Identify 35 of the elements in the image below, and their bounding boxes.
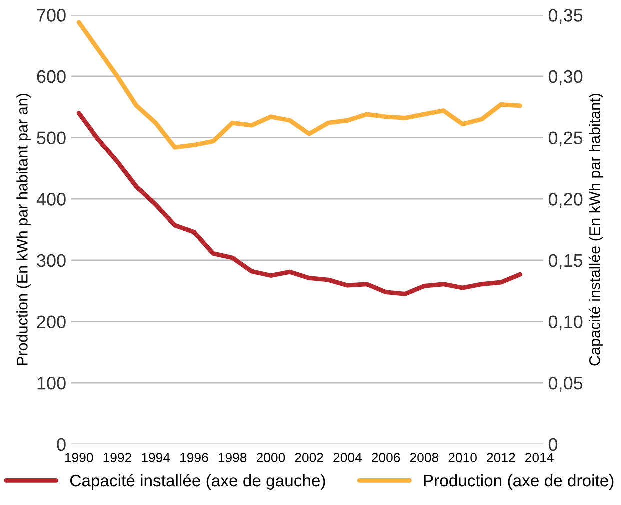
y2-tick-label: 0,35 <box>548 9 583 24</box>
y-tick-label: 500 <box>37 132 66 145</box>
y-tick-label: 400 <box>36 193 66 206</box>
x-tick-label: 2004 <box>334 453 362 462</box>
y2-tick-label: 0,10 <box>548 316 583 331</box>
x-tick-label: 2012 <box>487 453 516 462</box>
y-tick-label: 100 <box>38 377 66 390</box>
x-tick-label: 2008 <box>410 453 439 462</box>
x-tick-label: 2010 <box>448 453 477 462</box>
x-tick-label: 2006 <box>372 453 400 462</box>
x-tick-label: 2000 <box>256 453 286 462</box>
y-tick-label: 300 <box>37 254 66 268</box>
x-tick-label: 1996 <box>180 453 208 462</box>
y-axis-title: Production (En kWh par habitant par an) <box>16 94 31 366</box>
x-tick-label: 1994 <box>142 453 170 462</box>
y-tick-label: 0 <box>57 438 66 452</box>
y2-tick-label: 0,15 <box>548 254 583 270</box>
legend-label: Capacité installée (axe de gauche) <box>70 474 326 490</box>
x-tick-label: 1998 <box>218 453 247 462</box>
line-series <box>76 111 523 296</box>
line-series <box>76 20 523 150</box>
y2-tick-label: 0,20 <box>548 193 583 208</box>
y2-tick-label: 0,05 <box>548 377 583 392</box>
y2-tick-label: 0,25 <box>548 132 583 147</box>
x-tick-label: 1992 <box>104 453 132 462</box>
y2-axis-title: Capacité installée (En kWh par habitant) <box>588 94 604 366</box>
legend-label: Production (axe de droite) <box>424 474 614 490</box>
x-tick-label: 2014 <box>526 453 554 462</box>
y-tick-label: 200 <box>37 316 66 328</box>
y2-tick-label: 0,30 <box>548 70 583 86</box>
y-tick-label: 600 <box>37 70 66 84</box>
y2-tick-label: 0 <box>548 438 558 452</box>
y-tick-label: 700 <box>37 9 66 22</box>
x-tick-label: 1990 <box>65 453 94 462</box>
x-tick-label: 2002 <box>295 453 324 462</box>
